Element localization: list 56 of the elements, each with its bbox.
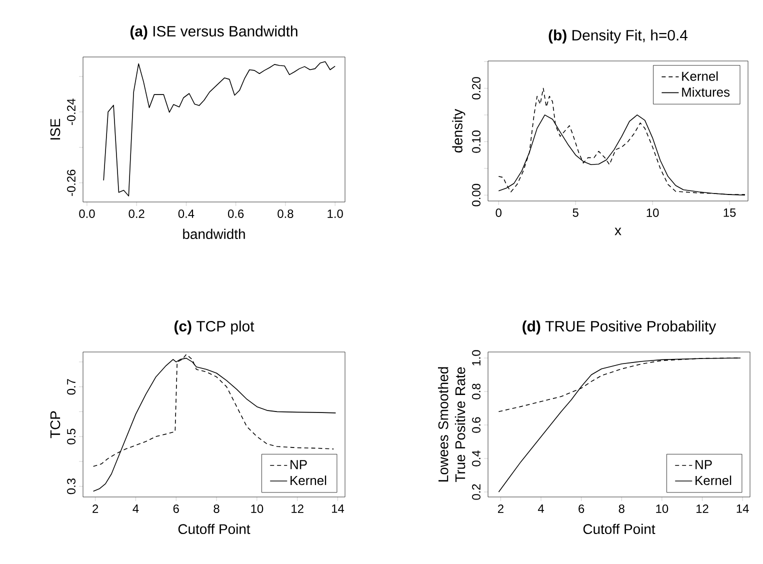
x-axis-title: Cutoff Point xyxy=(178,524,250,534)
legend-label: NP xyxy=(290,460,307,470)
x-tick-label: 6 xyxy=(578,504,584,513)
x-tick-label: 10 xyxy=(656,504,668,513)
legend-label: NP xyxy=(696,460,712,470)
y-axis-title: density xyxy=(452,108,466,152)
x-tick-label: 0.4 xyxy=(178,210,194,218)
y-tick-label: 0.6 xyxy=(472,417,480,433)
x-tick-label: 0.2 xyxy=(128,210,144,218)
legend-label: Kernel xyxy=(290,476,326,486)
x-tick-label: 14 xyxy=(736,504,749,513)
x-tick-label: 14 xyxy=(332,504,344,513)
x-tick-label: 0.0 xyxy=(79,210,95,218)
x-tick-label: 2 xyxy=(498,504,504,513)
y-tick-label: 0.3 xyxy=(67,478,76,494)
legend-label: Kernel xyxy=(682,71,718,81)
y-tick-label: 1.0 xyxy=(472,350,480,366)
x-tick-label: 0.6 xyxy=(228,210,244,218)
x-tick-label: 8 xyxy=(214,504,220,513)
x-tick-label: 10 xyxy=(646,208,659,217)
y-tick-label: 0.7 xyxy=(67,379,76,395)
x-axis-title: Cutoff Point xyxy=(583,524,656,534)
legend-label: Kernel xyxy=(696,476,732,486)
legend-label: Mixtures xyxy=(682,87,730,97)
x-tick-label: 6 xyxy=(173,504,179,513)
y-axis-title: ISE xyxy=(50,118,60,140)
y-tick-label: 0.20 xyxy=(472,77,480,100)
y-tick-label: -0.26 xyxy=(67,170,76,196)
y-tick-label: 0.00 xyxy=(472,184,480,206)
x-tick-label: 8 xyxy=(618,504,624,513)
x-axis-title: bandwidth xyxy=(183,228,245,240)
x-tick-label: 12 xyxy=(696,504,708,513)
chart-title: (a) ISE versus Bandwidth xyxy=(130,26,298,40)
line-series xyxy=(103,61,336,196)
chart-title: (b) Density Fit, h=0.4 xyxy=(548,30,688,44)
y-tick-label: 0.10 xyxy=(472,130,480,153)
y-tick-label: -0.24 xyxy=(67,98,76,126)
y-tick-label: 0.8 xyxy=(472,384,480,400)
x-tick-label: 1.0 xyxy=(328,210,343,218)
chart-title: (d) TRUE Positive Probability xyxy=(522,320,716,334)
y-tick-label: 0.2 xyxy=(472,484,480,500)
y-tick-label: 0.4 xyxy=(472,450,480,466)
x-tick-label: 4 xyxy=(538,504,544,513)
chart-title: (c) TCP plot xyxy=(174,320,254,334)
x-tick-label: 0.8 xyxy=(278,210,294,218)
x-tick-label: 2 xyxy=(92,504,98,513)
x-axis-title: x xyxy=(614,228,622,236)
y-axis-title: TCP xyxy=(50,411,60,438)
x-tick-label: 12 xyxy=(292,504,304,513)
x-tick-label: 5 xyxy=(572,208,578,217)
x-tick-label: 4 xyxy=(132,504,139,513)
x-tick-label: 15 xyxy=(724,208,736,217)
x-tick-label: 0 xyxy=(496,208,502,217)
y-tick-label: 0.5 xyxy=(67,428,76,444)
x-tick-label: 10 xyxy=(251,504,264,513)
y-axis-title: Lowees Smoothed True Positive Rate xyxy=(438,367,466,482)
